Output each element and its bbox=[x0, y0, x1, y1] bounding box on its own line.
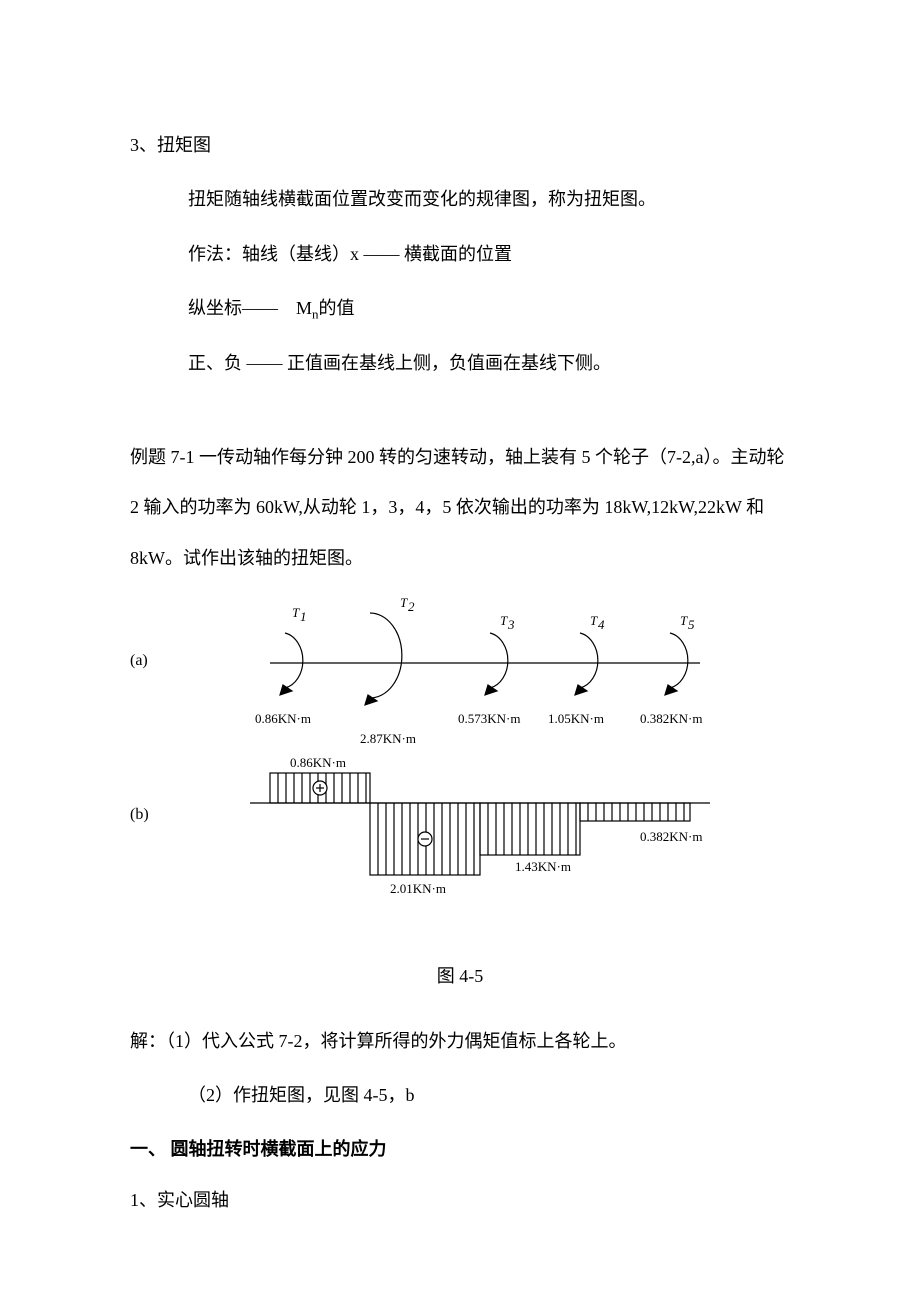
section-next-heading: 一、 圆轴扭转时横截面上的应力 bbox=[130, 1124, 790, 1174]
svg-text:4: 4 bbox=[598, 617, 605, 632]
label-a: (a) bbox=[130, 639, 148, 684]
figure-svg: T 1 T 2 T 3 T 4 T 5 0.86KN·m 2.87KN·m bbox=[180, 593, 740, 933]
svg-text:0.382KN·m: 0.382KN·m bbox=[640, 711, 702, 726]
svg-text:0.86KN·m: 0.86KN·m bbox=[290, 755, 346, 770]
section-next-sub1: 1、实心圆轴 bbox=[130, 1175, 790, 1225]
svg-text:5: 5 bbox=[688, 617, 695, 632]
example-text: 例题 7-1 一传动轴作每分钟 200 转的匀速转动，轴上装有 5 个轮子（7-… bbox=[130, 432, 790, 583]
svg-text:1.05KN·m: 1.05KN·m bbox=[548, 711, 604, 726]
section-3-line-3: 纵坐标—— Mn的值 bbox=[188, 283, 790, 333]
label-b: (b) bbox=[130, 793, 149, 838]
section-3-line-4: 正、负 —— 正值画在基线上侧，负值画在基线下侧。 bbox=[188, 338, 790, 388]
figure-caption: 图 4-5 bbox=[130, 951, 790, 1001]
svg-text:0.573KN·m: 0.573KN·m bbox=[458, 711, 520, 726]
svg-text:T: T bbox=[400, 595, 408, 610]
svg-text:2.87KN·m: 2.87KN·m bbox=[360, 731, 416, 746]
figure-4-5: (a) (b) T 1 T 2 T 3 T 4 bbox=[130, 593, 790, 933]
section-3-line-1: 扭矩随轴线横截面位置改变而变化的规律图，称为扭矩图。 bbox=[188, 174, 790, 224]
section-3-heading: 3、扭矩图 bbox=[130, 120, 790, 170]
svg-text:2: 2 bbox=[408, 599, 415, 614]
svg-text:0.382KN·m: 0.382KN·m bbox=[640, 829, 702, 844]
svg-text:T: T bbox=[680, 613, 688, 628]
svg-text:T: T bbox=[590, 613, 598, 628]
svg-text:0.86KN·m: 0.86KN·m bbox=[255, 711, 311, 726]
svg-text:2.01KN·m: 2.01KN·m bbox=[390, 881, 446, 896]
section-3-line-2: 作法：轴线（基线）x —— 横截面的位置 bbox=[188, 229, 790, 279]
svg-text:1: 1 bbox=[300, 609, 307, 624]
svg-text:T: T bbox=[500, 613, 508, 628]
svg-text:1.43KN·m: 1.43KN·m bbox=[515, 859, 571, 874]
svg-text:T: T bbox=[292, 605, 300, 620]
svg-text:3: 3 bbox=[507, 617, 515, 632]
solution-line-1: 解：（1）代入公式 7-2，将计算所得的外力偶矩值标上各轮上。 bbox=[130, 1016, 790, 1066]
solution-line-2: （2）作扭矩图，见图 4-5，b bbox=[130, 1070, 790, 1120]
